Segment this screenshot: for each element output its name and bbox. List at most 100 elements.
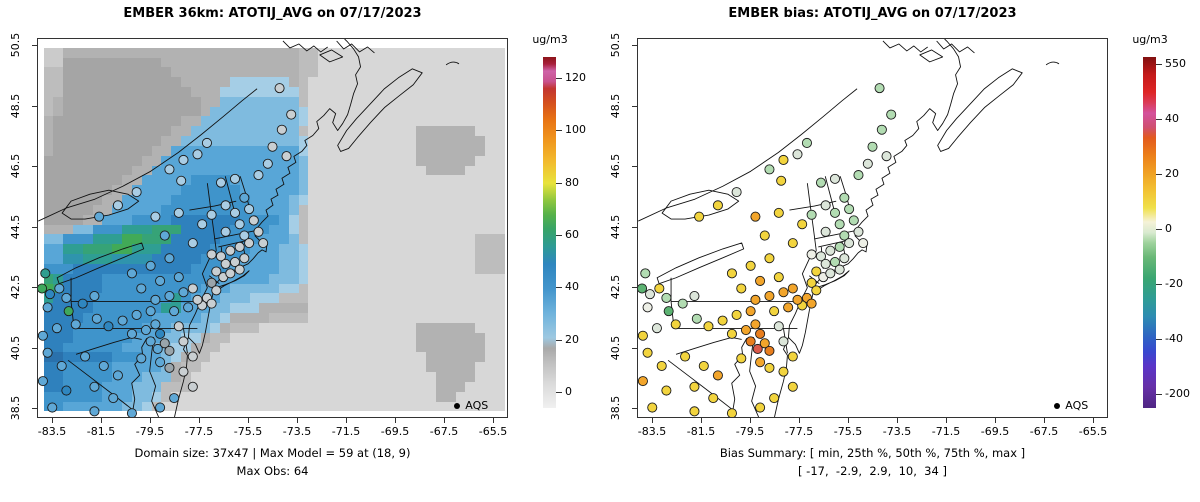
x-axis-tick-label: -79.5	[135, 425, 165, 438]
station-marker	[178, 154, 189, 165]
station-marker	[792, 294, 803, 305]
station-marker	[42, 302, 53, 313]
station-marker	[150, 211, 161, 222]
station-marker	[150, 294, 161, 305]
station-marker	[764, 253, 775, 264]
station-marker	[164, 253, 175, 264]
station-marker	[806, 209, 817, 220]
station-marker	[155, 328, 166, 339]
station-marker	[225, 245, 236, 256]
station-marker	[276, 124, 287, 135]
station-marker	[797, 219, 808, 230]
station-marker	[769, 393, 780, 404]
station-marker	[839, 192, 850, 203]
station-marker	[239, 192, 250, 203]
station-marker	[867, 141, 878, 152]
station-marker	[192, 294, 203, 305]
station-marker	[839, 230, 850, 241]
station-marker	[638, 330, 648, 341]
station-marker	[815, 251, 826, 262]
station-marker	[112, 200, 123, 211]
station-marker	[176, 175, 187, 186]
station-marker	[750, 211, 761, 222]
y-axis-tick-label: 50.5	[609, 32, 622, 58]
aqs-dot-icon	[1054, 402, 1061, 409]
station-marker	[211, 285, 222, 296]
colorbar-tick-label: 40	[1165, 112, 1179, 126]
y-axis-tick	[632, 226, 637, 228]
colorbar-tick	[556, 78, 562, 80]
x-axis-tick	[750, 418, 751, 423]
station-marker	[752, 343, 763, 354]
station-marker	[708, 393, 719, 404]
colorbar-tick	[1156, 228, 1162, 230]
station-marker	[44, 289, 56, 300]
station-marker	[755, 402, 766, 413]
station-marker	[98, 360, 109, 371]
station-marker	[773, 207, 784, 218]
station-marker	[286, 109, 297, 120]
station-marker	[197, 219, 208, 230]
station-marker	[811, 266, 822, 277]
station-marker	[126, 408, 137, 417]
colorbar-tick-label: 20	[565, 332, 579, 346]
station-marker	[183, 302, 194, 313]
x-axis-tick-label: -77.5	[784, 425, 814, 438]
station-marker	[103, 321, 114, 332]
station-marker	[164, 291, 175, 302]
x-axis-tick	[897, 418, 898, 423]
station-marker	[145, 306, 156, 317]
station-marker	[178, 287, 189, 298]
station-marker	[806, 277, 817, 288]
station-marker	[47, 402, 58, 413]
station-marker	[829, 256, 841, 268]
station-marker	[759, 230, 770, 241]
station-marker	[173, 207, 184, 218]
station-marker	[206, 298, 217, 309]
station-marker	[155, 402, 166, 413]
station-marker	[187, 283, 198, 294]
aqs-legend: AQS	[1054, 399, 1088, 412]
x-axis-tick	[199, 418, 200, 423]
y-axis-tick	[32, 287, 37, 288]
x-axis-tick-label: -67.5	[429, 425, 459, 438]
station-marker	[136, 283, 147, 294]
y-axis-tick-label: 42.5	[609, 274, 622, 300]
station-marker	[178, 336, 189, 347]
station-marker	[164, 345, 175, 356]
station-marker	[820, 258, 831, 269]
aqs-legend-label: AQS	[1065, 399, 1089, 413]
x-axis-tick	[701, 418, 702, 423]
station-marker	[638, 376, 648, 387]
station-marker	[169, 393, 180, 404]
station-marker	[689, 291, 700, 302]
station-marker	[234, 264, 245, 275]
station-marker	[192, 149, 203, 160]
model-map: AQS	[37, 38, 508, 418]
station-marker	[173, 321, 184, 332]
colorbar-tick-label: -40	[1165, 332, 1183, 346]
y-axis-tick-label: 44.5	[9, 214, 22, 239]
station-marker	[215, 177, 226, 188]
station-marker	[811, 285, 822, 296]
station-marker	[677, 298, 688, 309]
station-marker	[778, 366, 789, 377]
station-marker	[769, 306, 780, 317]
station-marker	[244, 204, 255, 215]
station-marker	[651, 323, 662, 334]
station-marker	[661, 385, 672, 396]
bias-colorbar-units: ug/m3	[1132, 33, 1168, 46]
model-caption-line2: Max Obs: 64	[236, 464, 309, 478]
x-axis-tick	[297, 418, 298, 423]
station-marker	[63, 306, 74, 317]
station-marker	[211, 266, 222, 277]
map-outlines	[38, 39, 460, 417]
colorbar-tick-label: -20	[1165, 277, 1183, 291]
bias-caption-line2: [ -17, -2.9, 2.9, 10, 34 ]	[798, 464, 947, 478]
station-marker	[663, 306, 674, 317]
station-marker	[117, 315, 128, 326]
station-marker	[220, 226, 231, 237]
station-marker	[876, 124, 887, 135]
station-marker	[155, 275, 166, 286]
colorbar-tick-label: 0	[565, 385, 572, 399]
